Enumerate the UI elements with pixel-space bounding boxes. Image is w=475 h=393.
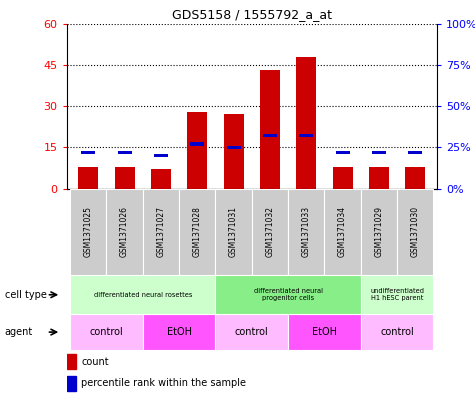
Bar bbox=[288, 314, 361, 350]
Bar bbox=[260, 70, 280, 189]
Text: control: control bbox=[235, 327, 269, 337]
Title: GDS5158 / 1555792_a_at: GDS5158 / 1555792_a_at bbox=[172, 8, 332, 21]
Bar bbox=[143, 314, 216, 350]
Bar bbox=[332, 167, 352, 189]
Bar bbox=[263, 134, 277, 138]
Text: differentiated neural rosettes: differentiated neural rosettes bbox=[94, 292, 192, 298]
Bar bbox=[361, 189, 397, 275]
Text: control: control bbox=[380, 327, 414, 337]
Text: EtOH: EtOH bbox=[167, 327, 191, 337]
Text: GSM1371029: GSM1371029 bbox=[374, 206, 383, 257]
Bar bbox=[408, 151, 422, 154]
Text: GSM1371032: GSM1371032 bbox=[266, 206, 275, 257]
Text: agent: agent bbox=[5, 327, 33, 337]
Bar bbox=[252, 189, 288, 275]
Bar bbox=[78, 167, 98, 189]
Bar bbox=[154, 154, 168, 157]
Text: differentiated neural
progenitor cells: differentiated neural progenitor cells bbox=[254, 288, 323, 301]
Text: EtOH: EtOH bbox=[312, 327, 337, 337]
Bar bbox=[288, 189, 324, 275]
Text: control: control bbox=[90, 327, 124, 337]
Text: GSM1371026: GSM1371026 bbox=[120, 206, 129, 257]
Bar bbox=[106, 189, 143, 275]
Bar bbox=[81, 151, 95, 154]
Bar bbox=[114, 167, 134, 189]
Text: GSM1371031: GSM1371031 bbox=[229, 206, 238, 257]
Bar bbox=[227, 146, 240, 149]
Bar bbox=[361, 275, 433, 314]
Text: GSM1371028: GSM1371028 bbox=[193, 206, 202, 257]
Bar bbox=[372, 151, 386, 154]
Bar bbox=[335, 151, 350, 154]
Bar bbox=[187, 112, 207, 189]
Bar bbox=[190, 142, 204, 146]
Bar bbox=[361, 314, 433, 350]
Bar bbox=[179, 189, 216, 275]
Bar bbox=[216, 275, 361, 314]
Bar bbox=[369, 167, 389, 189]
Text: GSM1371034: GSM1371034 bbox=[338, 206, 347, 257]
Bar bbox=[216, 314, 288, 350]
Bar bbox=[70, 275, 216, 314]
Bar bbox=[70, 189, 106, 275]
Bar bbox=[66, 376, 76, 391]
Text: cell type: cell type bbox=[5, 290, 47, 300]
Text: percentile rank within the sample: percentile rank within the sample bbox=[81, 378, 247, 389]
Bar bbox=[397, 189, 433, 275]
Bar bbox=[143, 189, 179, 275]
Bar bbox=[66, 354, 76, 369]
Bar bbox=[296, 57, 316, 189]
Text: GSM1371033: GSM1371033 bbox=[302, 206, 311, 257]
Text: GSM1371027: GSM1371027 bbox=[156, 206, 165, 257]
Text: GSM1371025: GSM1371025 bbox=[84, 206, 93, 257]
Text: GSM1371030: GSM1371030 bbox=[411, 206, 420, 257]
Text: count: count bbox=[81, 357, 109, 367]
Bar bbox=[405, 167, 425, 189]
Bar bbox=[118, 151, 132, 154]
Bar bbox=[151, 169, 171, 189]
Text: undifferentiated
H1 hESC parent: undifferentiated H1 hESC parent bbox=[370, 288, 424, 301]
Bar bbox=[324, 189, 361, 275]
Bar bbox=[299, 134, 313, 138]
Bar bbox=[216, 189, 252, 275]
Bar bbox=[224, 114, 244, 189]
Bar bbox=[70, 314, 143, 350]
